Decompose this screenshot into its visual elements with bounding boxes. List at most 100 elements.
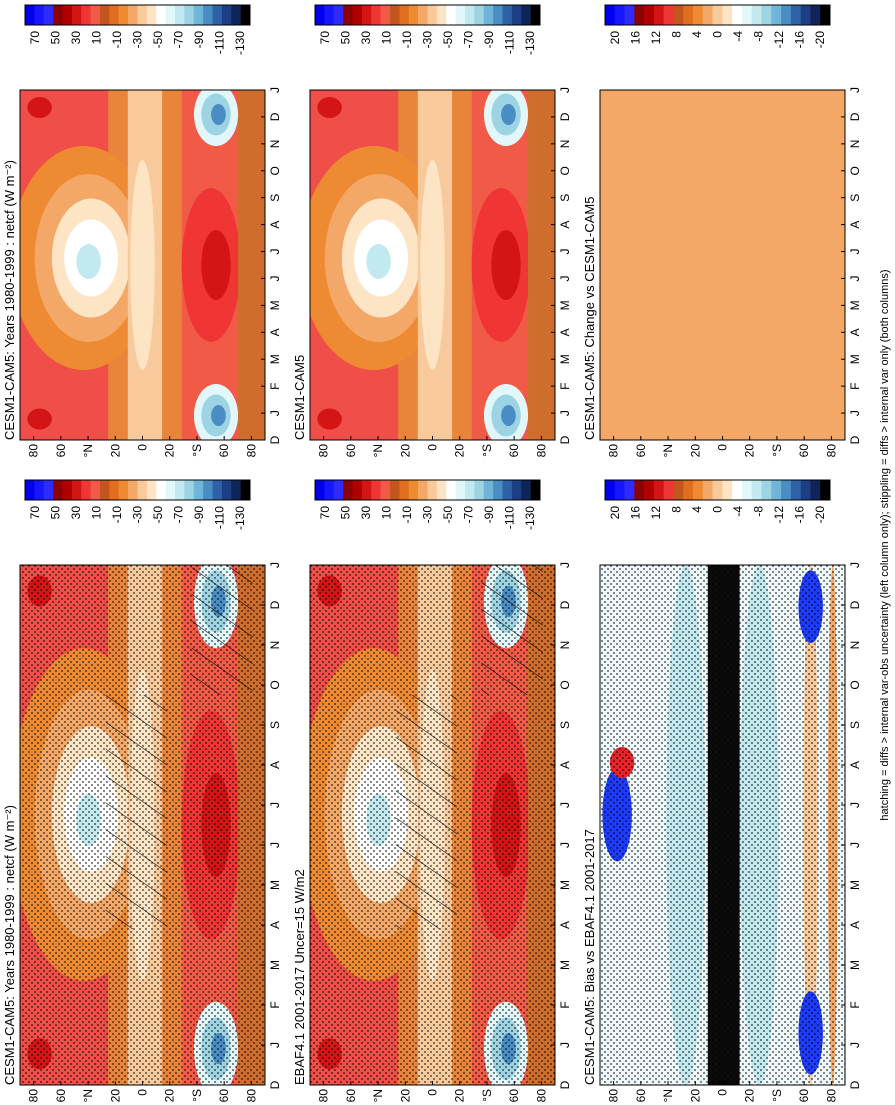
month-label: A [558, 221, 572, 229]
lat-label: 0 [716, 444, 730, 451]
month-label: O [848, 166, 862, 175]
colorbar-swatch [146, 480, 157, 500]
panel-title: CESM1-CAM5: Years 1980-1999 : netcf (W m… [2, 805, 17, 1085]
colorbar-swatch [511, 5, 522, 25]
month-label: J [848, 87, 862, 93]
colorbar-swatch [390, 480, 400, 500]
colorbar-swatch [683, 480, 694, 500]
month-label: O [558, 166, 572, 175]
lat-label: °N [81, 1089, 95, 1102]
panel-title: CESM1-CAM5: Years 1980-1999 : netcf (W m… [2, 160, 17, 440]
month-label: A [848, 921, 862, 929]
colorbar-swatch [427, 5, 438, 25]
colorbar-label: 12 [649, 506, 663, 520]
panel: CESM1-CAM5 80 60 °N 20 0 20 °S 60 80 D J F M A M J J A S O N D… [292, 87, 572, 458]
colorbar-swatch [399, 480, 410, 500]
colorbar-swatch [614, 5, 625, 25]
lat-label: °N [371, 1089, 385, 1102]
colorbar-swatch [436, 480, 447, 500]
colorbar-swatch [446, 5, 456, 25]
month-label: D [268, 1080, 282, 1089]
colorbar-label: -20 [813, 506, 827, 524]
colorbar-swatch [343, 5, 353, 25]
colorbar-swatch [193, 480, 204, 500]
lat-label: 80 [824, 1089, 838, 1103]
colorbar-label: -4 [731, 506, 745, 517]
lat-label: °S [190, 1089, 204, 1102]
colorbar-swatch [820, 5, 831, 25]
month-label: M [268, 354, 282, 364]
month-label: D [558, 600, 572, 609]
month-label: J [558, 410, 572, 416]
colorbar-label: 16 [629, 31, 643, 45]
colorbar-swatch [53, 480, 63, 500]
colorbar-frame [24, 4, 251, 26]
field [600, 90, 845, 440]
colorbar-swatch [624, 480, 635, 500]
colorbar-label: -10 [110, 506, 124, 524]
colorbar-swatch [380, 5, 391, 25]
colorbar-swatch [240, 480, 251, 500]
contour-region [600, 90, 845, 440]
colorbar-swatch [663, 5, 674, 25]
colorbar-swatch [90, 5, 101, 25]
month-label: J [268, 562, 282, 568]
month-label: J [848, 249, 862, 255]
colorbar-label: 70 [318, 31, 332, 45]
colorbar-swatch [408, 480, 419, 500]
lat-label: 20 [108, 444, 122, 458]
colorbar-swatch [175, 5, 185, 25]
colorbar-label: 50 [49, 506, 63, 520]
month-label: J [848, 562, 862, 568]
colorbar-swatch [128, 5, 138, 25]
colorbar-label: 50 [49, 31, 63, 45]
colorbar-swatch [502, 480, 513, 500]
lat-label: 60 [634, 1089, 648, 1103]
colorbar-label: -50 [151, 31, 165, 49]
lat-label: °N [371, 444, 385, 457]
colorbar-swatch [663, 480, 674, 500]
contour-region [501, 104, 516, 125]
field [310, 90, 555, 440]
colorbar-swatch [361, 5, 372, 25]
month-label: J [268, 1042, 282, 1048]
contour-region [528, 90, 555, 440]
month-label: N [268, 140, 282, 149]
colorbar-swatch [771, 5, 782, 25]
month-label: M [558, 880, 572, 890]
colorbar-swatch [118, 5, 129, 25]
colorbar-label: 20 [608, 506, 622, 520]
field [20, 565, 265, 1085]
month-label: F [268, 382, 282, 389]
lat-label: 60 [507, 444, 521, 458]
month-label: S [268, 194, 282, 202]
colorbar-label: -70 [461, 31, 475, 49]
colorbar-label: -12 [772, 31, 786, 49]
colorbar-swatch [781, 5, 792, 25]
colorbar-swatch [184, 480, 195, 500]
contour-region [76, 244, 101, 279]
lat-label: 80 [244, 1089, 258, 1103]
lat-label: 0 [716, 1089, 730, 1096]
lat-label: 0 [426, 444, 440, 451]
colorbar-swatch [343, 480, 353, 500]
colorbar-swatch [43, 480, 54, 500]
month-label: A [848, 761, 862, 769]
month-label: D [558, 435, 572, 444]
month-label: J [848, 1042, 862, 1048]
month-label: A [848, 328, 862, 336]
colorbar-swatch [34, 480, 45, 500]
colorbar-label: -20 [813, 31, 827, 49]
panel-title: EBAF4.1 2001-2017 Uncer=15 W/m2 [292, 869, 307, 1085]
colorbar-swatch [137, 5, 148, 25]
colorbar-swatch [175, 480, 185, 500]
month-label: S [848, 194, 862, 202]
month-label: A [268, 221, 282, 229]
colorbar-swatch [352, 480, 363, 500]
colorbar-swatch [427, 480, 438, 500]
colorbar-swatch [673, 480, 684, 500]
month-label: D [848, 435, 862, 444]
lat-label: 80 [244, 444, 258, 458]
lat-label: 60 [344, 444, 358, 458]
month-label: S [558, 721, 572, 729]
